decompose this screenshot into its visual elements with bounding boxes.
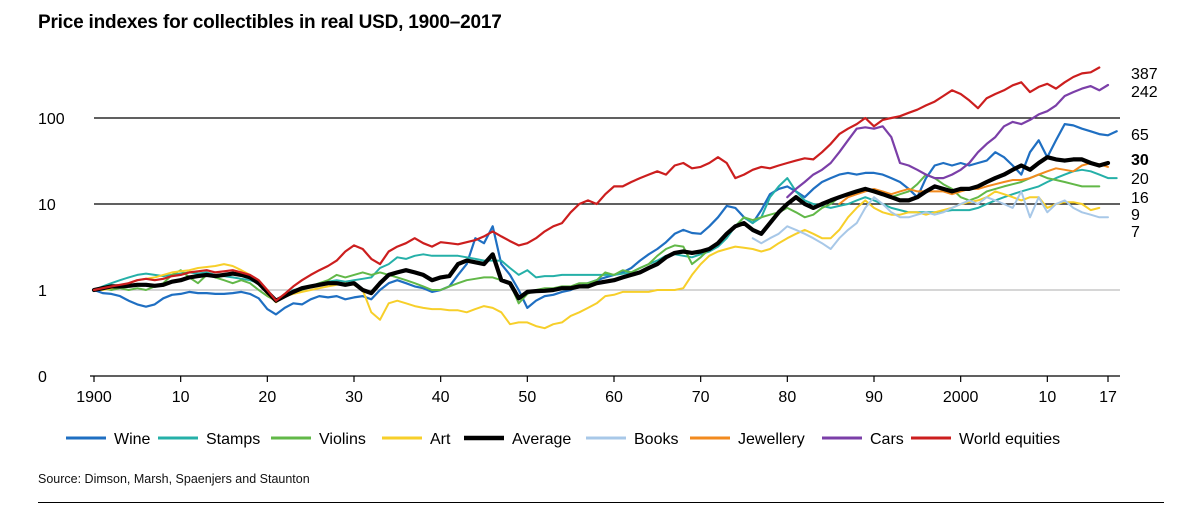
source-note: Source: Dimson, Marsh, Spaenjers and Sta…	[38, 472, 310, 486]
end-label-7: 7	[1131, 224, 1140, 241]
y-axis-tick-labels: 0 1 10 100	[38, 111, 65, 386]
series-line-average	[91, 155, 1111, 303]
x-tick-label: 90	[865, 389, 883, 406]
series-line-books	[751, 190, 1109, 250]
legend: Wine Stamps Violins Art Average Books Jeweller…	[66, 431, 1060, 448]
series-line-cars	[786, 83, 1110, 199]
series-lines	[91, 66, 1118, 330]
x-tick-label: 70	[692, 389, 710, 406]
end-label-242: 242	[1131, 84, 1158, 101]
legend-label-books: Books	[634, 431, 678, 448]
series-line-world-equities	[92, 66, 1101, 302]
chart-title: Price indexes for collectibles in real U…	[38, 12, 502, 33]
x-tick-label: 10	[172, 389, 190, 406]
series-line-wine	[92, 122, 1118, 316]
end-label-30: 30	[1131, 152, 1149, 169]
x-tick-label: 1900	[76, 389, 112, 406]
x-tick-label: 2000	[943, 389, 979, 406]
legend-label-wine: Wine	[114, 431, 151, 448]
legend-label-violins: Violins	[319, 431, 366, 448]
x-tick-label: 50	[518, 389, 536, 406]
legend-label-average: Average	[512, 431, 571, 448]
x-tick-label: 10	[1038, 389, 1056, 406]
end-label-9: 9	[1131, 207, 1140, 224]
legend-label-jewellery: Jewellery	[738, 431, 805, 448]
legend-label-stamps: Stamps	[206, 431, 260, 448]
gridlines	[94, 117, 1120, 291]
legend-label-cars: Cars	[870, 431, 904, 448]
bottom-divider	[38, 502, 1164, 503]
x-tick-label: 60	[605, 389, 623, 406]
y-tick-label: 100	[38, 111, 65, 128]
y-tick-label: 10	[38, 197, 56, 214]
x-axis: 1900 10 20 30 40 50 60 70 80 90 2000 10 17	[76, 375, 1120, 406]
y-tick-label: 0	[38, 369, 47, 386]
legend-label-world-equities: World equities	[959, 431, 1060, 448]
x-tick-label: 20	[258, 389, 276, 406]
x-tick-label: 17	[1099, 389, 1117, 406]
chart-plot: 1900 10 20 30 40 50 60 70 80 90 2000 10 17 0 1 10 100 3…	[38, 66, 1158, 448]
x-tick-label: 40	[432, 389, 450, 406]
legend-label-art: Art	[430, 431, 451, 448]
y-tick-label: 1	[38, 283, 47, 300]
end-label-387: 387	[1131, 66, 1158, 83]
end-label-65: 65	[1131, 127, 1149, 144]
x-tick-label: 30	[345, 389, 363, 406]
x-tick-label: 80	[778, 389, 796, 406]
series-line-art	[93, 190, 1101, 330]
end-label-20: 20	[1131, 171, 1149, 188]
end-label-16: 16	[1131, 190, 1149, 207]
